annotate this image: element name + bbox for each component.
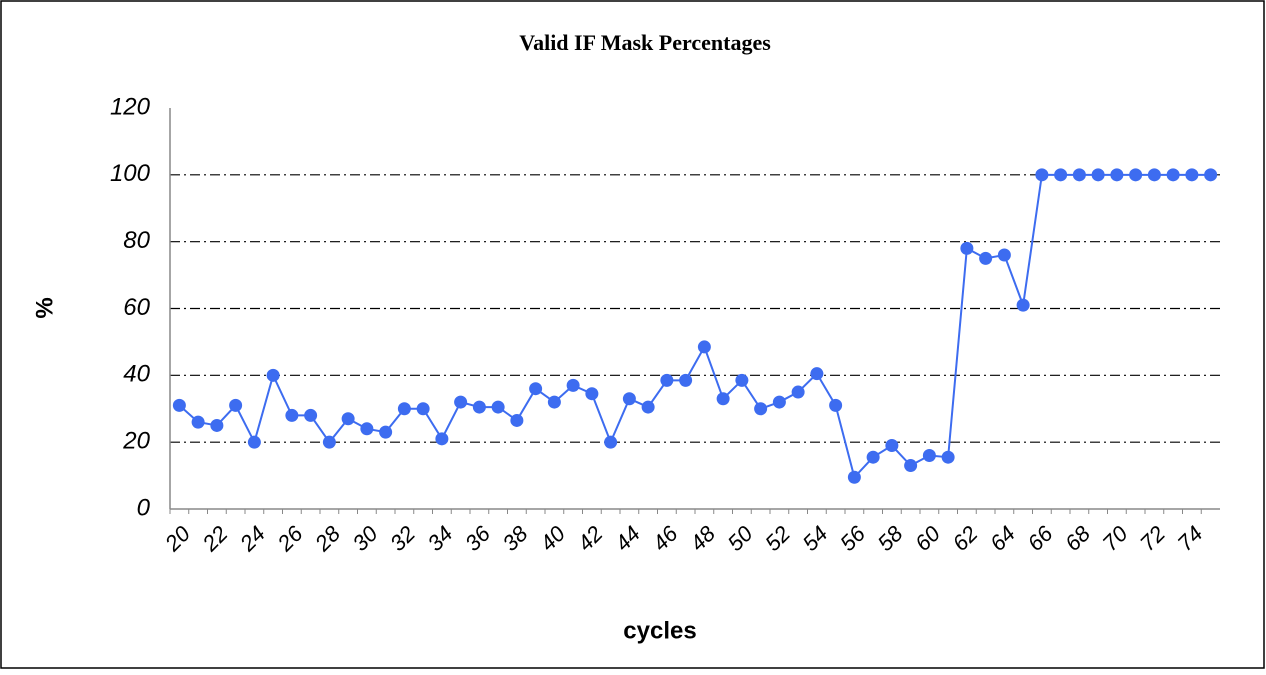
y-axis-label: % xyxy=(31,297,58,318)
data-point xyxy=(810,367,824,381)
data-point xyxy=(979,251,993,265)
data-point xyxy=(379,425,393,439)
data-point xyxy=(472,400,486,414)
data-point xyxy=(1072,168,1086,182)
data-point xyxy=(997,248,1011,262)
y-tick-label: 100 xyxy=(110,160,151,187)
y-tick-label: 80 xyxy=(123,227,150,254)
data-point xyxy=(772,395,786,409)
y-tick-label: 0 xyxy=(137,494,151,521)
data-point xyxy=(791,385,805,399)
data-point xyxy=(1091,168,1105,182)
data-point xyxy=(547,395,561,409)
data-point xyxy=(697,340,711,354)
y-tick-label: 60 xyxy=(123,294,150,321)
data-point xyxy=(1110,168,1124,182)
data-point xyxy=(660,373,674,387)
data-point xyxy=(1129,168,1143,182)
data-point xyxy=(1185,168,1199,182)
data-point xyxy=(322,435,336,449)
data-point xyxy=(566,378,580,392)
data-point xyxy=(229,398,243,412)
data-point xyxy=(491,400,505,414)
data-point xyxy=(435,432,449,446)
data-point xyxy=(585,387,599,401)
y-tick-label: 20 xyxy=(122,428,150,455)
data-point xyxy=(529,382,543,396)
data-point xyxy=(247,435,261,449)
data-point xyxy=(1035,168,1049,182)
data-point xyxy=(735,373,749,387)
data-point xyxy=(904,459,918,473)
data-point xyxy=(604,435,618,449)
data-point xyxy=(1166,168,1180,182)
y-tick-label: 120 xyxy=(110,93,151,120)
data-point xyxy=(679,373,693,387)
data-point xyxy=(716,392,730,406)
data-point xyxy=(341,412,355,426)
data-point xyxy=(304,408,318,422)
x-axis-label: cycles xyxy=(623,617,696,644)
data-point xyxy=(360,422,374,436)
data-point xyxy=(829,398,843,412)
data-point xyxy=(285,408,299,422)
data-point xyxy=(866,450,880,464)
data-point xyxy=(266,368,280,382)
data-point xyxy=(210,418,224,432)
data-point xyxy=(754,402,768,416)
y-tick-label: 40 xyxy=(123,361,150,388)
data-point xyxy=(1147,168,1161,182)
data-point xyxy=(960,241,974,255)
data-point xyxy=(416,402,430,416)
data-point xyxy=(454,395,468,409)
chart-title: Valid IF Mask Percentages xyxy=(519,30,771,55)
data-point xyxy=(641,400,655,414)
data-point xyxy=(622,392,636,406)
data-point xyxy=(1016,298,1030,312)
data-point xyxy=(172,398,186,412)
data-point xyxy=(397,402,411,416)
data-point xyxy=(847,470,861,484)
data-point xyxy=(922,449,936,463)
data-point xyxy=(510,413,524,427)
data-point xyxy=(885,439,899,453)
data-point xyxy=(1054,168,1068,182)
data-point xyxy=(941,450,955,464)
data-point xyxy=(191,415,205,429)
data-point xyxy=(1204,168,1218,182)
